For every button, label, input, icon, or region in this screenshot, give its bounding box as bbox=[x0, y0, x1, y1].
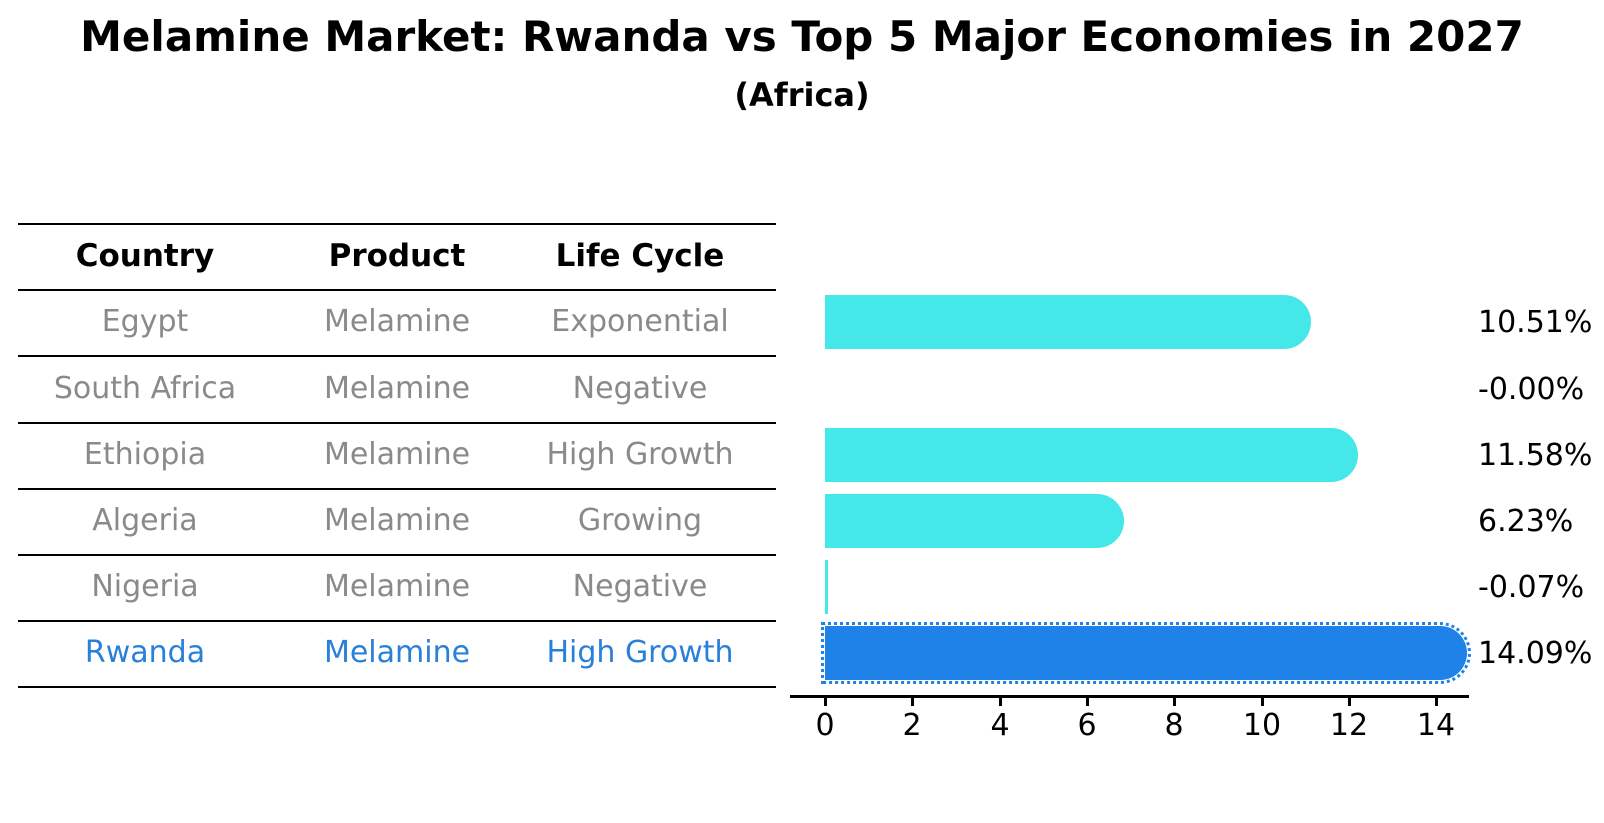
row-divider bbox=[18, 554, 776, 556]
x-tick-label: 4 bbox=[990, 708, 1010, 743]
row-divider bbox=[18, 620, 776, 622]
x-tick-label: 0 bbox=[815, 708, 835, 743]
table-row: Nigeria Melamine Negative bbox=[18, 567, 776, 607]
table-row: Ethiopia Melamine High Growth bbox=[18, 435, 776, 475]
table-cell-product: Melamine bbox=[323, 304, 471, 339]
chart-subtitle: (Africa) bbox=[734, 76, 870, 114]
table-cell-life-cycle: Growing bbox=[577, 503, 703, 538]
x-tick-label: 6 bbox=[1077, 708, 1097, 743]
table-cell-product: Melamine bbox=[323, 635, 471, 670]
table-row: Rwanda Melamine High Growth bbox=[18, 633, 776, 673]
x-tick bbox=[1348, 697, 1351, 706]
row-divider bbox=[18, 488, 776, 490]
table-cell-country: Nigeria bbox=[91, 569, 199, 604]
table-cell-country: Egypt bbox=[101, 304, 189, 339]
table-cell-life-cycle: Negative bbox=[572, 371, 708, 406]
bar-value-label: 14.09% bbox=[1478, 636, 1593, 671]
table-cell-product: Melamine bbox=[323, 503, 471, 538]
x-tick-label: 2 bbox=[902, 708, 922, 743]
x-tick bbox=[1261, 697, 1264, 706]
table-cell-product: Melamine bbox=[323, 437, 471, 472]
table-cell-life-cycle: High Growth bbox=[546, 437, 734, 472]
bar bbox=[825, 494, 1124, 548]
x-tick-label: 12 bbox=[1329, 708, 1369, 743]
x-tick bbox=[1435, 697, 1438, 706]
table-header-cell: Life Cycle bbox=[555, 238, 725, 274]
bar bbox=[825, 560, 828, 614]
table-header-row: Country Product Life Cycle bbox=[18, 236, 776, 276]
table-cell-life-cycle: Exponential bbox=[551, 304, 729, 339]
row-divider bbox=[18, 422, 776, 424]
bar-value-label: -0.07% bbox=[1478, 570, 1585, 605]
table-row: South Africa Melamine Negative bbox=[18, 369, 776, 409]
table-cell-country: South Africa bbox=[53, 371, 237, 406]
table-cell-country: Ethiopia bbox=[83, 437, 207, 472]
table-cell-life-cycle: Negative bbox=[572, 569, 708, 604]
bar-value-label: -0.00% bbox=[1478, 372, 1585, 407]
table-row: Algeria Melamine Growing bbox=[18, 501, 776, 541]
x-tick bbox=[911, 697, 914, 706]
table-cell-life-cycle: High Growth bbox=[546, 635, 734, 670]
row-divider bbox=[18, 223, 776, 225]
x-axis-line bbox=[790, 695, 1469, 698]
x-tick bbox=[824, 697, 827, 706]
table-header-cell: Country bbox=[75, 238, 215, 274]
bar-value-label: 11.58% bbox=[1478, 438, 1593, 473]
x-tick bbox=[1086, 697, 1089, 706]
chart-title: Melamine Market: Rwanda vs Top 5 Major E… bbox=[80, 12, 1524, 61]
table-cell-product: Melamine bbox=[323, 371, 471, 406]
bar bbox=[825, 428, 1358, 482]
row-divider bbox=[18, 289, 776, 291]
table-cell-product: Melamine bbox=[323, 569, 471, 604]
table-row: Egypt Melamine Exponential bbox=[18, 302, 776, 342]
bar-value-label: 10.51% bbox=[1478, 305, 1593, 340]
table-cell-country: Algeria bbox=[92, 503, 198, 538]
bar bbox=[825, 295, 1311, 349]
x-tick bbox=[999, 697, 1002, 706]
row-divider bbox=[18, 355, 776, 357]
bar-value-label: 6.23% bbox=[1478, 504, 1574, 539]
bar-rwanda-highlighted bbox=[821, 622, 1471, 684]
table-header-cell: Product bbox=[328, 238, 466, 274]
x-tick-label: 8 bbox=[1164, 708, 1184, 743]
x-tick bbox=[1173, 697, 1176, 706]
x-tick-label: 10 bbox=[1242, 708, 1282, 743]
row-divider bbox=[18, 686, 776, 688]
table-cell-country: Rwanda bbox=[84, 635, 206, 670]
x-tick-label: 14 bbox=[1416, 708, 1456, 743]
